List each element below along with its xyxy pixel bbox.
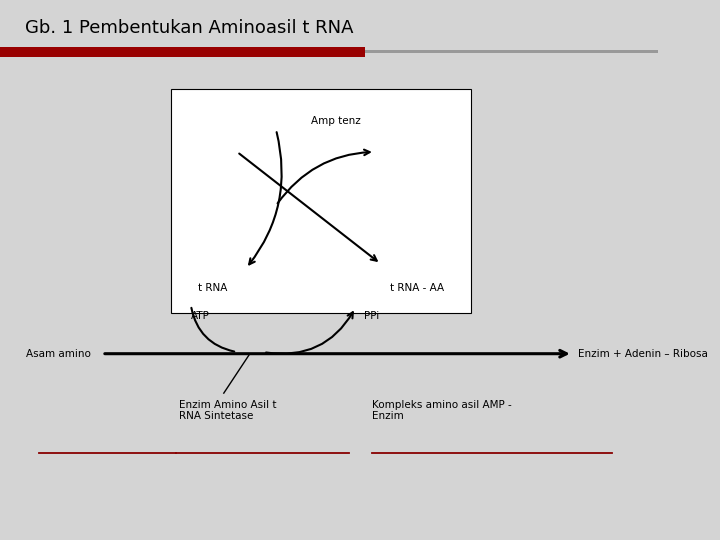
- Text: PPi: PPi: [364, 311, 379, 321]
- Text: Amp tenz: Amp tenz: [311, 116, 361, 126]
- Text: Gb. 1 Pembentukan Aminoasil t RNA: Gb. 1 Pembentukan Aminoasil t RNA: [25, 19, 354, 37]
- Text: Kompleks amino asil AMP -
Enzim: Kompleks amino asil AMP - Enzim: [372, 400, 512, 421]
- Text: t RNA - AA: t RNA - AA: [390, 283, 444, 293]
- Text: Enzim + Adenin – Ribosa: Enzim + Adenin – Ribosa: [578, 349, 708, 359]
- Text: ATP: ATP: [192, 311, 210, 321]
- FancyBboxPatch shape: [171, 89, 471, 313]
- Text: t RNA: t RNA: [198, 283, 228, 293]
- FancyBboxPatch shape: [365, 50, 658, 53]
- Text: Enzim Amino Asil t
RNA Sintetase: Enzim Amino Asil t RNA Sintetase: [179, 400, 276, 421]
- FancyBboxPatch shape: [0, 47, 365, 57]
- Text: Asam amino: Asam amino: [26, 349, 91, 359]
